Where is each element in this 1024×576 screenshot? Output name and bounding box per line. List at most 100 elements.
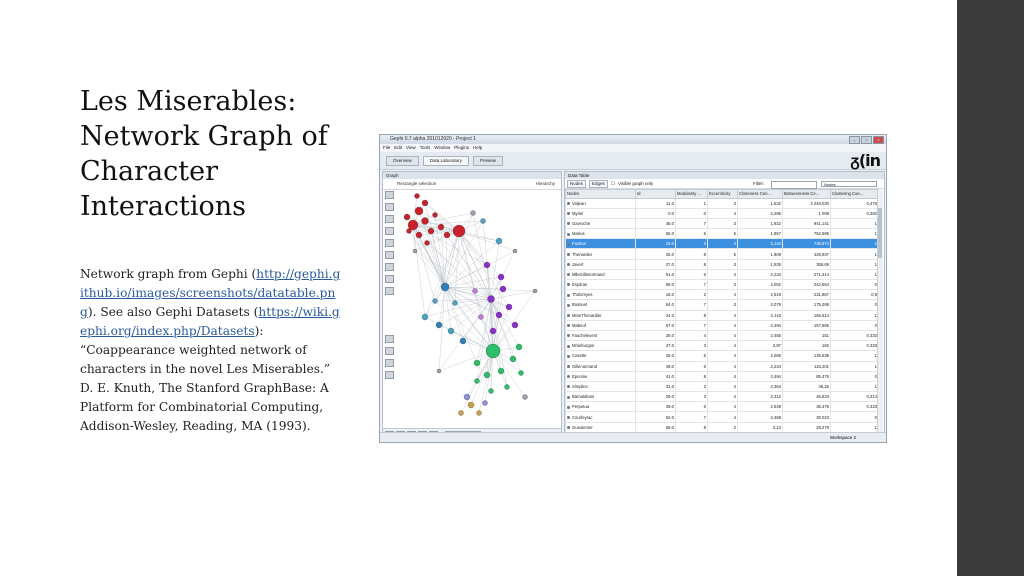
table-row[interactable]: Bossuet 64.0 7 3 2,078 175,286 0 bbox=[565, 299, 879, 311]
graph-node[interactable] bbox=[522, 394, 528, 400]
column-header[interactable]: Clustering Coe... bbox=[830, 189, 879, 199]
graph-node[interactable] bbox=[467, 401, 475, 409]
rectangle-tool-icon[interactable] bbox=[385, 215, 394, 223]
table-row[interactable]: Gueulemer 69.0 8 2 2,13 28,279 1 bbox=[565, 421, 879, 433]
column-header[interactable]: Closeness Cen... bbox=[737, 189, 783, 199]
graph-node[interactable] bbox=[478, 314, 484, 320]
graph-node[interactable] bbox=[485, 343, 501, 359]
filter-input[interactable] bbox=[771, 180, 817, 189]
graph-node[interactable] bbox=[407, 219, 419, 231]
menu-tools[interactable]: Tools bbox=[419, 145, 431, 150]
graph-node[interactable] bbox=[488, 388, 494, 394]
menu-window[interactable]: Window bbox=[434, 145, 451, 150]
graph-node[interactable] bbox=[424, 240, 430, 246]
color-icon[interactable] bbox=[385, 359, 394, 367]
table-row[interactable]: Fauchelevent 28.0 4 4 2,455 151 0,333 bbox=[565, 329, 879, 342]
graph-node[interactable] bbox=[415, 231, 423, 239]
graph-node[interactable] bbox=[480, 218, 486, 224]
graph-node[interactable] bbox=[476, 410, 482, 416]
pencil-tool-icon[interactable] bbox=[385, 239, 394, 247]
graph-node[interactable] bbox=[452, 224, 466, 238]
column-header[interactable]: Eccentricity bbox=[707, 189, 738, 199]
graph-node[interactable] bbox=[459, 337, 467, 345]
tab-data-laboratory[interactable]: Data Laboratory bbox=[422, 155, 470, 166]
heat-tool-icon[interactable] bbox=[385, 275, 394, 283]
graph-node[interactable] bbox=[482, 400, 488, 406]
selection-mode[interactable]: Rectangle selection bbox=[397, 181, 437, 186]
table-row[interactable]: Valjean 11.0 1 3 1,532 3 248,030 0,476 bbox=[565, 197, 879, 209]
graph-node[interactable] bbox=[452, 300, 458, 306]
edges-subtab[interactable]: Edges bbox=[589, 179, 608, 188]
filter-column-select[interactable]: Nodes bbox=[821, 180, 877, 187]
graph-node[interactable] bbox=[497, 273, 505, 281]
column-header[interactable]: Id bbox=[635, 189, 676, 199]
table-row[interactable]: Fantine 23.0 3 4 2,143 736,974 1 bbox=[565, 238, 879, 250]
graph-node[interactable] bbox=[435, 321, 443, 329]
table-row[interactable]: Courfeyrac 62.0 7 4 2,468 30,023 0 bbox=[565, 411, 879, 423]
graph-node[interactable] bbox=[515, 343, 523, 351]
menu-file[interactable]: File bbox=[383, 145, 391, 150]
table-row[interactable]: Mmeburgon 47.0 3 4 2,87 182 0,333 bbox=[565, 340, 879, 352]
graph-node[interactable] bbox=[532, 288, 538, 294]
table-row[interactable]: MmeThenardier 24.0 8 4 2,143 165,514 1 bbox=[565, 309, 879, 321]
graph-node[interactable] bbox=[499, 285, 507, 293]
hierarchy-toggle[interactable]: Hierarchy bbox=[535, 181, 555, 186]
tab-preview[interactable]: Preview bbox=[473, 155, 504, 166]
graph-node[interactable] bbox=[511, 321, 519, 329]
menu-help[interactable]: Help bbox=[473, 145, 483, 150]
gephi-datasets-link[interactable]: https://wiki.gephi.org/index.php/Dataset… bbox=[80, 305, 340, 338]
graph-node[interactable] bbox=[403, 213, 411, 221]
menu-edit[interactable]: Edit bbox=[394, 145, 403, 150]
zoom-icon[interactable] bbox=[385, 347, 394, 355]
tab-overview[interactable]: Overview bbox=[386, 155, 419, 166]
graph-node[interactable] bbox=[437, 223, 445, 231]
move-tool-icon[interactable] bbox=[385, 203, 394, 211]
visible-only-checkbox[interactable]: ☐ bbox=[610, 181, 615, 186]
gephi-screenshot-link[interactable]: http://gephi.github.io/images/screenshot… bbox=[80, 267, 341, 319]
maximize-icon[interactable]: □ bbox=[861, 136, 872, 144]
nodes-subtab[interactable]: Nodes bbox=[567, 179, 587, 188]
graph-node[interactable] bbox=[504, 384, 510, 390]
network-graph[interactable] bbox=[395, 191, 561, 429]
size-icon[interactable] bbox=[385, 371, 394, 379]
graph-node[interactable] bbox=[432, 212, 438, 218]
workspace-label[interactable]: Workspace 2 bbox=[829, 435, 856, 440]
graph-node[interactable] bbox=[495, 237, 503, 245]
column-header[interactable]: Betweenness Ce... bbox=[782, 189, 831, 199]
graph-node[interactable] bbox=[463, 393, 471, 401]
menu-view[interactable]: View bbox=[406, 145, 416, 150]
graph-tab[interactable]: Graph bbox=[383, 172, 561, 179]
table-row[interactable]: Javert 27.0 8 3 1,935 359,69 1 bbox=[565, 258, 879, 270]
graph-node[interactable] bbox=[473, 359, 481, 367]
graph-node[interactable] bbox=[487, 295, 495, 303]
table-row[interactable]: Marius 55.0 6 5 1,857 752,585 1 bbox=[565, 228, 879, 240]
graph-node[interactable] bbox=[421, 217, 429, 225]
graph-node[interactable] bbox=[483, 261, 491, 269]
graph-node[interactable] bbox=[518, 370, 524, 376]
graph-node[interactable] bbox=[472, 288, 478, 294]
graph-node[interactable] bbox=[505, 303, 513, 311]
graph-node[interactable] bbox=[443, 231, 451, 239]
graph-node[interactable] bbox=[427, 227, 435, 235]
close-icon[interactable]: × bbox=[873, 136, 884, 144]
table-row[interactable]: Thenardier 25.0 8 5 1,909 426,937 1 bbox=[565, 248, 879, 260]
graph-node[interactable] bbox=[458, 410, 464, 416]
graph-node[interactable] bbox=[447, 327, 455, 335]
table-row[interactable]: Tholomyes 16.0 2 4 2,519 231,867 0,8 bbox=[565, 289, 879, 301]
graph-node[interactable] bbox=[421, 199, 429, 207]
graph-node[interactable] bbox=[436, 368, 442, 374]
table-row[interactable]: Cosette 26.0 6 4 2,065 135,639 1 bbox=[565, 350, 879, 362]
graph-node[interactable] bbox=[512, 248, 518, 254]
minimize-icon[interactable]: – bbox=[849, 136, 860, 144]
select-tool-icon[interactable] bbox=[385, 191, 394, 199]
shortest-path-icon[interactable] bbox=[385, 287, 394, 295]
table-row[interactable]: Myriel 0.0 0 4 2,286 1 008 0,382 bbox=[565, 207, 879, 219]
center-icon[interactable] bbox=[385, 335, 394, 343]
graph-node[interactable] bbox=[497, 367, 505, 375]
graph-node[interactable] bbox=[406, 228, 412, 234]
graph-node[interactable] bbox=[474, 378, 480, 384]
graph-node[interactable] bbox=[432, 298, 438, 304]
graph-node[interactable] bbox=[414, 206, 424, 216]
table-row[interactable]: Enjolras 58.0 7 3 2,052 242,654 0 bbox=[565, 278, 879, 291]
